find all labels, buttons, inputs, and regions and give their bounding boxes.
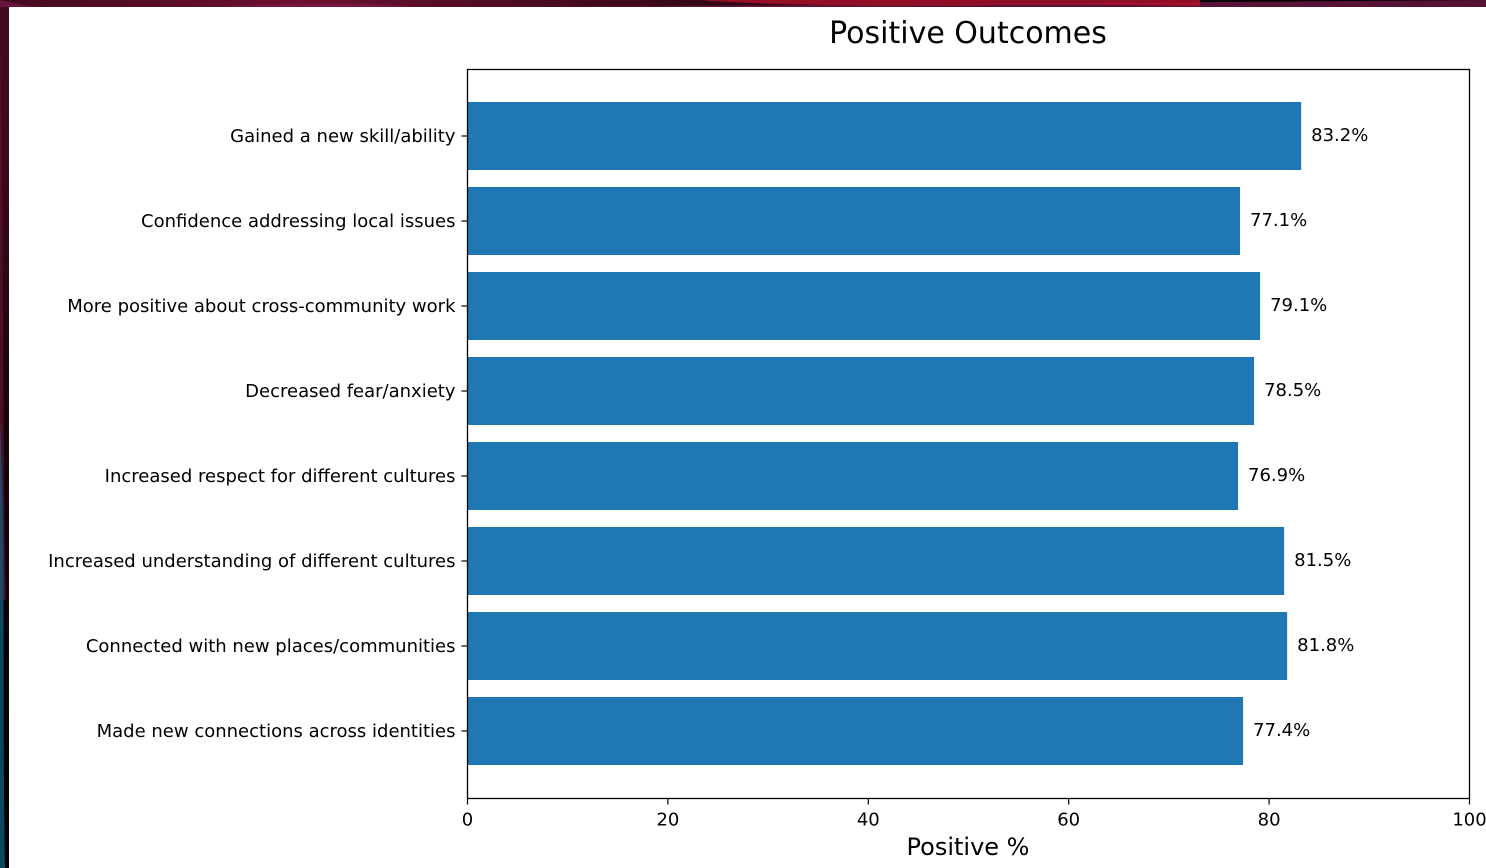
bar-chart: Positive Outcomes Gained a new skill/abi… bbox=[48, 16, 1486, 861]
bar bbox=[467, 612, 1288, 680]
y-tick-labels: Gained a new skill/ability Confidence add… bbox=[48, 126, 456, 742]
x-tick-label: 100 bbox=[1452, 810, 1486, 831]
x-axis-ticks: 0 20 40 60 80 100 bbox=[462, 798, 1486, 831]
y-tick-label: Connected with new places/communities bbox=[86, 636, 456, 657]
bar bbox=[467, 527, 1285, 595]
value-labels: 83.2% 77.1% 79.1% 78.5% 76.9% 81.5% 81.8% 77.4% bbox=[1248, 125, 1368, 741]
y-tick-label: Made new connections across identities bbox=[97, 721, 456, 742]
value-label: 81.5% bbox=[1294, 550, 1351, 571]
x-tick-label: 80 bbox=[1258, 810, 1281, 831]
bar bbox=[467, 102, 1302, 170]
y-tick-label: Decreased fear/anxiety bbox=[245, 381, 456, 402]
x-tick-label: 0 bbox=[462, 810, 473, 831]
value-label: 77.4% bbox=[1253, 720, 1310, 741]
value-label: 78.5% bbox=[1264, 380, 1321, 401]
chart-canvas: Positive Outcomes Gained a new skill/abi… bbox=[9, 7, 1486, 868]
x-tick-label: 60 bbox=[1057, 810, 1080, 831]
bar bbox=[467, 442, 1239, 510]
y-tick-label: More positive about cross-community work bbox=[67, 296, 456, 317]
bar bbox=[467, 272, 1261, 340]
value-label: 81.8% bbox=[1297, 635, 1354, 656]
plot-frame bbox=[466, 68, 1471, 800]
y-tick-marks bbox=[461, 135, 468, 732]
bar bbox=[467, 187, 1241, 255]
x-axis-label: Positive % bbox=[907, 833, 1030, 861]
bars-group bbox=[467, 102, 1302, 765]
x-tick-label: 20 bbox=[656, 810, 679, 831]
value-label: 77.1% bbox=[1250, 210, 1307, 231]
y-tick-label: Confidence addressing local issues bbox=[141, 211, 455, 232]
bar bbox=[467, 697, 1244, 765]
value-label: 76.9% bbox=[1248, 465, 1305, 486]
value-label: 83.2% bbox=[1311, 125, 1368, 146]
y-tick-label: Increased respect for different cultures bbox=[105, 466, 456, 487]
bar bbox=[467, 357, 1255, 425]
y-tick-label: Gained a new skill/ability bbox=[230, 126, 456, 147]
x-tick-label: 40 bbox=[857, 810, 880, 831]
chart-title: Positive Outcomes bbox=[829, 16, 1107, 51]
y-tick-label: Increased understanding of different cul… bbox=[48, 551, 455, 572]
value-label: 79.1% bbox=[1270, 295, 1327, 316]
